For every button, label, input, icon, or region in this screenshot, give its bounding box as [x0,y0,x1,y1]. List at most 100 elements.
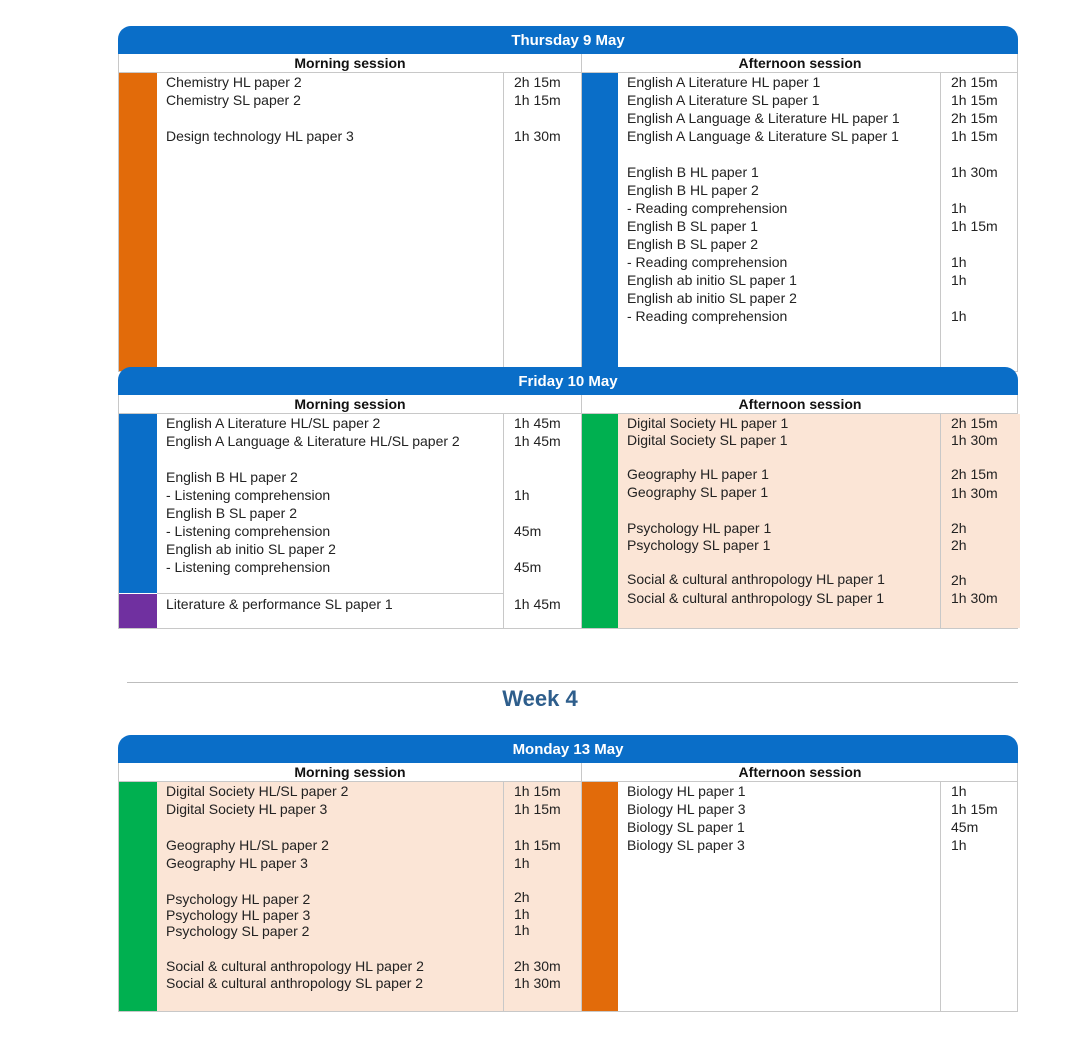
exam-duration: 1h 30m [951,590,998,606]
exam-duration: 1h [951,272,967,288]
week-heading: Week 4 [502,686,578,711]
exam-duration: 1h 45m [514,433,561,449]
exam-duration: 1h 15m [951,801,998,817]
row-divider [157,593,503,594]
exam-name: English B SL paper 2 [627,236,759,252]
exam-name: Psychology HL paper 3 [166,907,311,923]
exam-name: English A Language & Literature SL paper… [627,128,899,144]
exam-name: Social & cultural anthropology SL paper … [166,975,424,991]
exam-duration: 1h [951,837,967,853]
exam-list: Chemistry HL paper 2 Chemistry SL paper … [157,73,503,371]
exam-duration: 2h 15m [514,74,561,90]
morning-column: Chemistry HL paper 2 Chemistry SL paper … [119,73,581,371]
day-body: Digital Society HL/SL paper 2 Digital So… [118,782,1018,1012]
exam-duration: 1h 15m [951,92,998,108]
exam-name: Psychology HL paper 2 [166,891,311,907]
exam-name: English A Literature HL/SL paper 2 [166,415,381,431]
exam-name: Social & cultural anthropology HL paper … [627,571,885,587]
morning-session-label: Morning session [294,55,406,71]
exam-name: Digital Society HL/SL paper 2 [166,783,349,799]
exam-name: English B SL paper 1 [627,218,759,234]
day-block-thursday: Thursday 9 May Morning session Afternoon… [118,26,1018,372]
exam-name: Biology SL paper 3 [627,837,745,853]
exam-duration: 1h [951,254,967,270]
exam-duration: 1h 15m [951,218,998,234]
session-header-row: Morning session Afternoon session [118,763,1018,782]
exam-duration: 1h 30m [951,432,998,448]
exam-duration: 1h [514,906,530,922]
duration-column: 1h 1h 15m 45m 1h [940,782,1020,1011]
exam-duration: 1h 15m [514,92,561,108]
exam-name: Social & cultural anthropology HL paper … [166,958,424,974]
day-block-monday: Monday 13 May Morning session Afternoon … [118,735,1018,1012]
day-block-friday: Friday 10 May Morning session Afternoon … [118,367,1020,629]
afternoon-session-label: Afternoon session [581,395,1018,413]
exam-duration: 2h [951,520,967,536]
afternoon-session-label: Afternoon session [581,763,1018,781]
exam-duration: 1h 45m [514,596,561,612]
exam-name: Chemistry HL paper 2 [166,74,302,90]
day-body: Chemistry HL paper 2 Chemistry SL paper … [118,73,1018,372]
exam-name: English ab initio SL paper 2 [166,541,336,557]
exam-duration: 1h [951,308,967,324]
duration-column: 2h 15m 1h 15m 2h 15m 1h 15m 1h 30m 1h 1h… [940,73,1020,371]
exam-name: - Listening comprehension [166,559,331,575]
exam-name: Biology HL paper 1 [627,783,746,799]
exam-name: - Listening comprehension [166,487,331,503]
exam-duration: 1h [514,922,530,938]
exam-duration: 1h 15m [514,837,561,853]
duration-column: 1h 15m 1h 15m 1h 15m 1h 2h 1h 1h 2h 30m … [503,782,582,1011]
subject-group-bar-orange [582,782,618,1011]
section-divider [127,682,1018,683]
exam-duration: 2h [951,572,967,588]
exam-name: - Listening comprehension [166,523,331,539]
exam-name: Design technology HL paper 3 [166,128,354,144]
exam-duration: 2h [951,537,967,553]
exam-name: Chemistry SL paper 2 [166,92,301,108]
exam-name: English ab initio SL paper 2 [627,290,797,306]
exam-duration: 1h 30m [951,164,998,180]
exam-name: Psychology SL paper 2 [166,923,310,939]
exam-name: Biology SL paper 1 [627,819,745,835]
exam-duration: 1h [951,783,967,799]
exam-duration: 1h 30m [951,485,998,501]
exam-duration: 2h 30m [514,958,561,974]
exam-duration: 1h 45m [514,415,561,431]
exam-duration: 1h 30m [514,975,561,991]
morning-column: Digital Society HL/SL paper 2 Digital So… [119,782,582,1011]
morning-column: English A Literature HL/SL paper 2 Engli… [119,414,581,628]
subject-group-bar-orange [119,73,157,371]
subject-group-bar-blue [119,414,157,593]
exam-name: English A Language & Literature HL/SL pa… [166,433,460,449]
exam-name: Biology HL paper 3 [627,801,746,817]
day-title: Monday 13 May [118,735,1018,763]
duration-column: 2h 15m 1h 30m 2h 15m 1h 30m 2h 2h 2h 1h … [940,414,1020,628]
exam-name: English A Language & Literature HL paper… [627,110,900,126]
exam-duration: 2h 15m [951,74,998,90]
exam-name: Literature & performance SL paper 1 [166,596,393,612]
exam-duration: 45m [514,523,542,539]
subject-group-bar-purple [119,594,157,628]
exam-duration: 2h 15m [951,466,998,482]
exam-duration: 1h 15m [951,128,998,144]
session-header-row: Morning session Afternoon session [118,395,1018,414]
session-header-row: Morning session Afternoon session [118,54,1018,73]
exam-duration: 1h 15m [514,801,561,817]
afternoon-column: Digital Society HL paper 1 Digital Socie… [581,414,1020,628]
exam-duration: 45m [951,819,979,835]
exam-duration: 2h 15m [951,415,998,431]
exam-duration: 45m [514,559,542,575]
exam-name: English B SL paper 2 [166,505,298,521]
exam-name: - Reading comprehension [627,200,788,216]
exam-name: English B HL paper 1 [627,164,759,180]
exam-name: - Reading comprehension [627,254,788,270]
exam-duration: 1h 30m [514,128,561,144]
exam-name: Digital Society HL paper 1 [627,415,789,431]
exam-duration: 2h [514,889,530,905]
exam-duration: 2h 15m [951,110,998,126]
exam-list: Digital Society HL paper 1 Digital Socie… [618,414,940,628]
subject-group-bar-green [582,414,618,628]
exam-name: Social & cultural anthropology SL paper … [627,590,885,606]
exam-list: English A Literature HL paper 1 English … [618,73,940,371]
duration-column: 1h 45m 1h 45m 1h 45m 45m 1h 45m [503,414,582,628]
